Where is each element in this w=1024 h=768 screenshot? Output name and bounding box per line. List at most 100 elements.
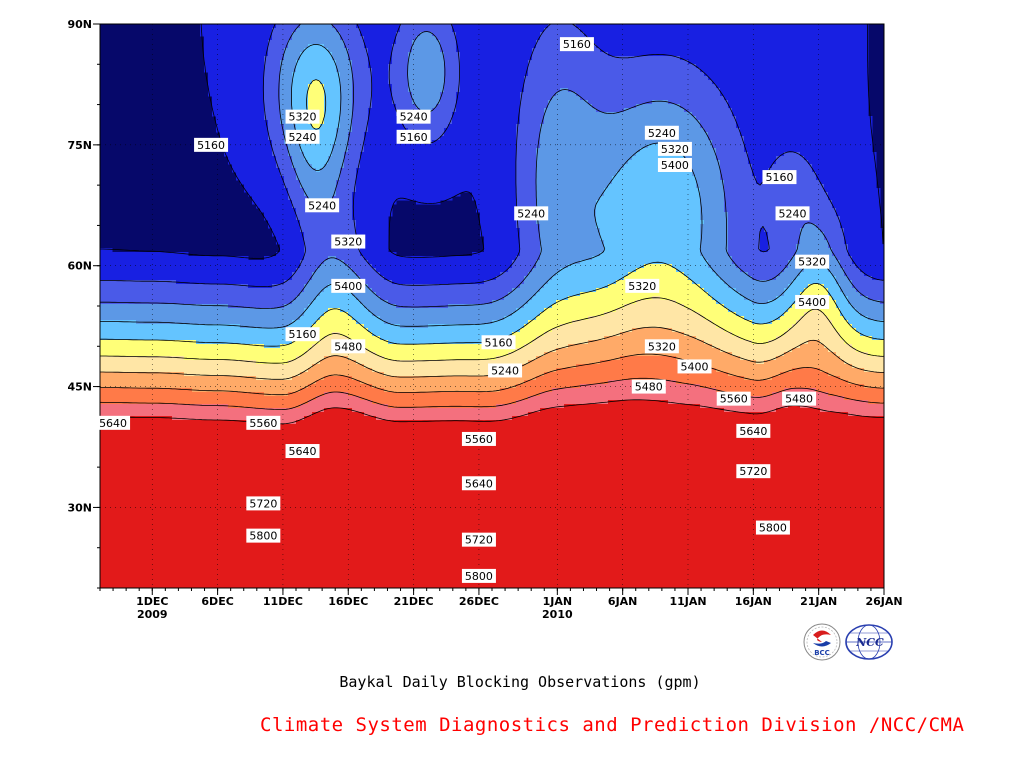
contour-cell xyxy=(152,428,157,433)
contour-cell xyxy=(136,456,141,461)
contour-cell xyxy=(124,308,129,313)
contour-cell xyxy=(160,508,165,513)
contour-cell xyxy=(128,556,133,561)
contour-cell xyxy=(148,512,153,517)
contour-cell xyxy=(148,404,153,409)
contour-cell xyxy=(132,516,137,521)
contour-cell xyxy=(116,312,121,317)
contour-cell xyxy=(120,396,125,401)
contour-cell xyxy=(128,396,133,401)
contour-cell xyxy=(108,456,113,461)
contour-cell xyxy=(120,308,125,313)
contour-cell xyxy=(148,296,153,301)
contour-cell xyxy=(176,368,181,373)
contour-cell xyxy=(124,524,129,529)
contour-cell xyxy=(140,412,145,417)
contour-cell xyxy=(136,268,141,273)
contour-cell xyxy=(140,364,145,369)
contour-cell xyxy=(108,292,113,297)
contour-cell xyxy=(104,312,109,317)
contour-cell xyxy=(144,572,149,577)
contour-cell xyxy=(108,284,113,289)
contour-cell xyxy=(128,508,133,513)
contour-cell xyxy=(160,332,165,337)
contour-cell xyxy=(100,404,105,409)
contour-cell xyxy=(140,452,145,457)
contour-cell xyxy=(168,420,173,425)
contour-cell xyxy=(124,340,129,345)
contour-cell xyxy=(176,444,181,449)
contour-cell xyxy=(148,284,153,289)
contour-cell xyxy=(100,396,105,401)
contour-cell xyxy=(132,520,137,525)
contour-cell xyxy=(120,408,125,413)
contour-cell xyxy=(124,476,129,481)
contour-cell xyxy=(140,524,145,529)
contour-cell xyxy=(100,264,105,269)
contour-cell xyxy=(152,568,157,573)
contour-cell xyxy=(108,288,113,293)
contour-cell xyxy=(176,408,181,413)
contour-cell xyxy=(172,276,177,281)
contour-cell xyxy=(168,580,173,585)
contour-cell xyxy=(124,268,129,273)
contour-cell xyxy=(124,284,129,289)
contour-cell xyxy=(152,476,157,481)
contour-cell xyxy=(136,388,141,393)
contour-cell xyxy=(152,488,157,493)
contour-cell xyxy=(172,412,177,417)
contour-cell xyxy=(172,564,177,569)
contour-cell xyxy=(140,492,145,497)
contour-cell xyxy=(112,564,117,569)
contour-cell xyxy=(108,528,113,533)
contour-cell xyxy=(156,572,161,577)
contour-cell xyxy=(152,348,157,353)
contour-cell xyxy=(172,512,177,517)
contour-cell xyxy=(148,260,153,265)
contour-cell xyxy=(164,484,169,489)
contour-cell xyxy=(148,436,153,441)
contour-cell xyxy=(108,356,113,361)
contour-cell xyxy=(132,524,137,529)
contour-cell xyxy=(124,520,129,525)
contour-cell xyxy=(148,504,153,509)
contour-cell xyxy=(152,360,157,365)
contour-cell xyxy=(160,568,165,573)
contour-cell xyxy=(144,256,149,261)
contour-cell xyxy=(144,464,149,469)
contour-cell xyxy=(156,416,161,421)
contour-cell xyxy=(160,408,165,413)
contour-cell xyxy=(176,336,181,341)
contour-cell xyxy=(168,296,173,301)
contour-cell xyxy=(152,260,157,265)
contour-cell xyxy=(100,272,105,277)
contour-cell xyxy=(160,300,165,305)
contour-cell xyxy=(120,536,125,541)
contour-cell xyxy=(132,292,137,297)
contour-cell xyxy=(124,560,129,565)
contour-cell xyxy=(116,380,121,385)
contour-cell xyxy=(164,468,169,473)
contour-cell xyxy=(148,368,153,373)
contour-cell xyxy=(136,340,141,345)
contour-cell xyxy=(156,408,161,413)
contour-cell xyxy=(160,528,165,533)
contour-cell xyxy=(136,364,141,369)
contour-cell xyxy=(168,560,173,565)
contour-cell xyxy=(104,524,109,529)
contour-cell xyxy=(108,372,113,377)
contour-cell xyxy=(116,288,121,293)
contour-cell xyxy=(144,492,149,497)
contour-cell xyxy=(156,556,161,561)
contour-cell xyxy=(116,572,121,577)
contour-cell xyxy=(136,368,141,373)
contour-cell xyxy=(156,340,161,345)
contour-cell xyxy=(104,476,109,481)
contour-cell xyxy=(152,496,157,501)
contour-cell xyxy=(112,348,117,353)
contour-cell xyxy=(108,496,113,501)
contour-cell xyxy=(100,360,105,365)
contour-cell xyxy=(152,552,157,557)
contour-cell xyxy=(152,524,157,529)
contour-cell xyxy=(148,256,153,261)
